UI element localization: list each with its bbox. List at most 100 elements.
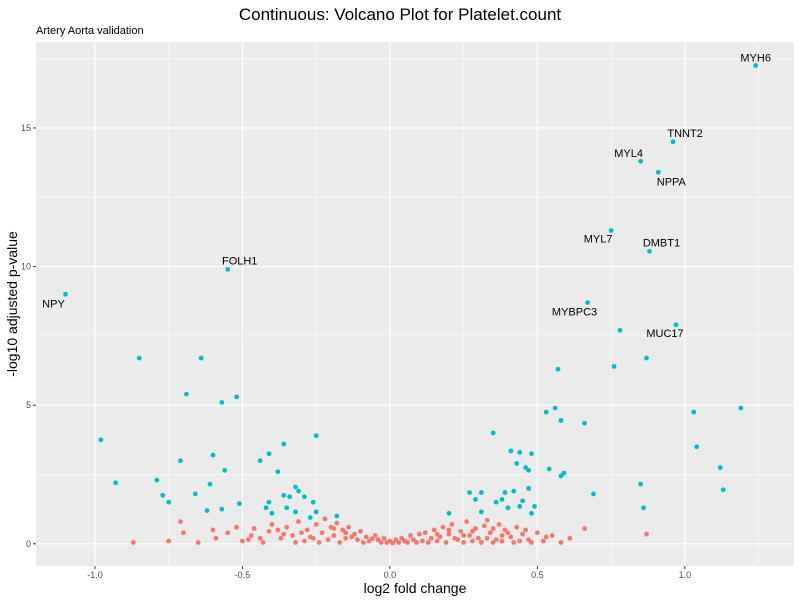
data-point bbox=[514, 524, 520, 530]
y-tick-label: 15 bbox=[21, 123, 31, 133]
data-point bbox=[520, 498, 526, 504]
data-point bbox=[738, 405, 744, 411]
data-point bbox=[248, 533, 254, 538]
y-tick-label: 0 bbox=[26, 539, 31, 549]
data-point bbox=[641, 505, 646, 511]
x-axis-label: log2 fold change bbox=[363, 580, 467, 596]
data-point bbox=[529, 510, 534, 516]
data-point bbox=[655, 169, 661, 175]
data-point bbox=[523, 527, 529, 533]
gene-label: FOLH1 bbox=[222, 255, 257, 267]
data-point bbox=[490, 526, 496, 531]
data-point bbox=[552, 405, 558, 411]
gene-label: MYL7 bbox=[584, 234, 613, 246]
data-point bbox=[508, 534, 514, 540]
data-point bbox=[434, 531, 440, 537]
data-point bbox=[269, 510, 275, 516]
data-point bbox=[549, 533, 555, 538]
data-point bbox=[449, 522, 455, 527]
data-point bbox=[461, 533, 467, 538]
data-point bbox=[496, 522, 502, 527]
data-point bbox=[304, 527, 310, 533]
data-point bbox=[293, 484, 298, 490]
data-point bbox=[266, 451, 272, 457]
data-point bbox=[582, 420, 587, 426]
data-point bbox=[644, 355, 649, 361]
x-tick-label: 1.0 bbox=[679, 570, 692, 580]
data-point bbox=[257, 458, 263, 464]
data-point bbox=[343, 535, 349, 541]
data-point bbox=[478, 509, 484, 515]
data-point bbox=[346, 524, 352, 530]
data-point bbox=[266, 528, 272, 534]
data-point bbox=[591, 491, 596, 497]
data-point bbox=[405, 540, 411, 545]
data-point bbox=[558, 540, 564, 545]
data-point bbox=[360, 540, 366, 545]
data-point bbox=[555, 366, 561, 372]
data-point bbox=[490, 430, 496, 436]
gene-label: MYL4 bbox=[614, 148, 643, 160]
data-point bbox=[608, 228, 614, 233]
data-point bbox=[440, 524, 446, 530]
data-point bbox=[499, 497, 505, 502]
data-point bbox=[130, 540, 136, 545]
data-point bbox=[301, 538, 307, 544]
data-point bbox=[446, 531, 452, 537]
data-point bbox=[219, 400, 225, 405]
data-point bbox=[293, 509, 298, 515]
data-point bbox=[160, 492, 166, 498]
data-point bbox=[310, 499, 316, 505]
data-point bbox=[473, 497, 478, 502]
data-point bbox=[543, 409, 549, 415]
data-point bbox=[234, 524, 239, 530]
data-point bbox=[585, 300, 590, 306]
data-point bbox=[558, 473, 564, 479]
data-point bbox=[281, 492, 287, 498]
data-point bbox=[322, 516, 328, 522]
data-point bbox=[390, 540, 396, 546]
data-point bbox=[263, 505, 269, 511]
data-point bbox=[543, 534, 549, 540]
data-point bbox=[184, 391, 189, 397]
data-point bbox=[63, 291, 68, 297]
data-point bbox=[166, 538, 172, 544]
data-point bbox=[166, 499, 172, 505]
data-point bbox=[408, 533, 413, 538]
data-point bbox=[337, 540, 343, 545]
gene-label: NPY bbox=[42, 298, 65, 310]
data-point bbox=[222, 467, 228, 473]
data-point bbox=[511, 488, 517, 494]
data-point bbox=[517, 538, 523, 544]
data-point bbox=[313, 433, 319, 439]
data-point bbox=[136, 355, 142, 361]
data-point bbox=[470, 538, 475, 544]
y-axis-label: -log10 adjusted p-value bbox=[4, 231, 20, 377]
data-point bbox=[313, 509, 319, 515]
data-point bbox=[514, 461, 520, 466]
data-point bbox=[331, 533, 337, 538]
data-point bbox=[431, 527, 437, 533]
data-point bbox=[517, 503, 523, 509]
data-point bbox=[225, 530, 231, 536]
data-point bbox=[476, 535, 481, 541]
data-point bbox=[511, 540, 517, 545]
data-point bbox=[505, 530, 511, 536]
data-point bbox=[443, 540, 449, 545]
data-point bbox=[484, 517, 490, 523]
gene-label: MYH6 bbox=[740, 53, 771, 65]
data-point bbox=[446, 527, 452, 533]
data-point bbox=[487, 530, 493, 536]
data-point bbox=[638, 481, 644, 487]
data-point bbox=[540, 538, 546, 544]
data-point bbox=[301, 494, 307, 500]
data-point bbox=[178, 519, 183, 525]
data-point bbox=[349, 534, 354, 540]
x-tick-label: -0.5 bbox=[235, 570, 251, 580]
data-point bbox=[269, 522, 275, 527]
data-point bbox=[287, 494, 293, 500]
data-point bbox=[546, 466, 552, 472]
data-point bbox=[508, 448, 514, 454]
data-point bbox=[219, 506, 225, 512]
data-point bbox=[358, 528, 363, 534]
